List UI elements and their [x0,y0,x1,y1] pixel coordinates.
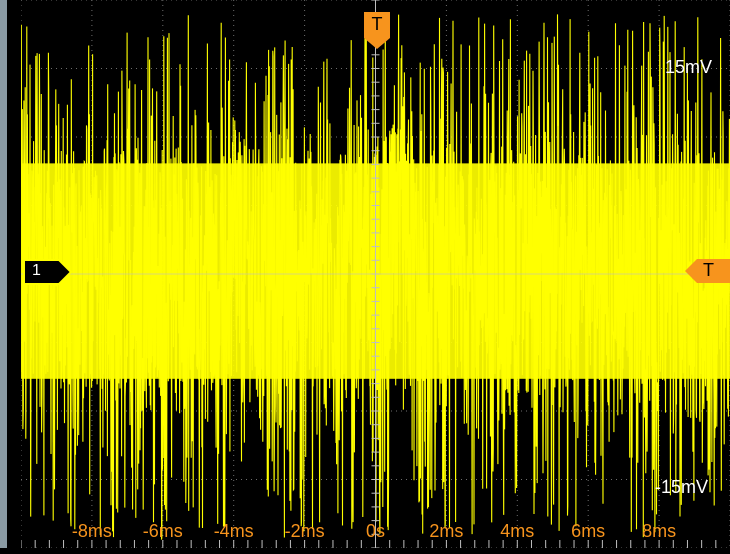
channel-marker-shape [23,259,73,285]
time-tick-label: 8ms [642,522,676,540]
time-tick-label: 6ms [571,522,605,540]
time-tick-label: 0s [366,522,385,540]
left-edge-bar [0,0,7,554]
time-tick-label: 2ms [429,522,463,540]
time-tick-label: 4ms [500,522,534,540]
waveform-plot [21,0,730,548]
top-voltage-label: 15mV [665,58,712,76]
time-tick-label: -4ms [214,522,254,540]
bottom-voltage-label: -15mV [655,478,708,496]
trigger-level-label: T [703,260,714,281]
time-tick-label: -2ms [285,522,325,540]
trigger-position-label: T [362,14,392,35]
trigger-level-marker[interactable]: T [685,258,730,284]
time-tick-label: -8ms [72,522,112,540]
bottom-strip [0,548,730,554]
channel-number-label: 1 [32,262,41,280]
time-tick-label: -6ms [143,522,183,540]
channel-1-marker[interactable]: 1 [23,259,73,285]
trigger-position-marker[interactable]: T [362,12,392,50]
